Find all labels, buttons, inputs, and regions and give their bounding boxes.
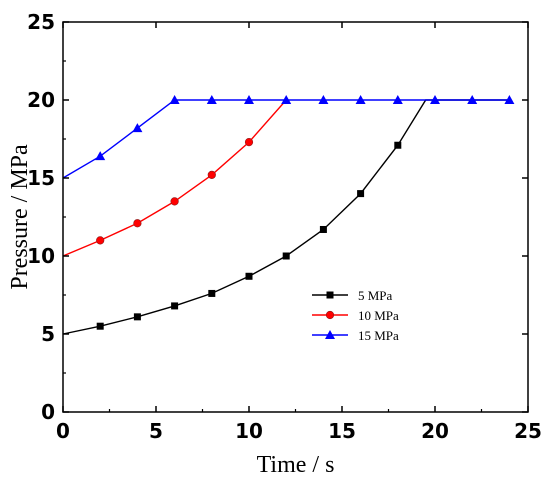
data-point (319, 225, 327, 233)
data-point (133, 313, 141, 321)
series-markers (95, 95, 515, 330)
data-point (467, 95, 478, 104)
data-point (281, 95, 292, 104)
data-point (355, 95, 366, 104)
data-point (170, 197, 179, 206)
legend-label: 15 MPa (358, 328, 399, 343)
data-point (96, 236, 105, 245)
x-axis-title: Time / s (257, 452, 335, 478)
data-point (96, 322, 104, 330)
series-line-1 (62, 99, 287, 257)
data-point (394, 141, 402, 149)
data-point (132, 123, 143, 133)
data-point (392, 95, 403, 104)
data-point (244, 138, 254, 147)
axis-ticks: 0 5 10 15 20 25 0 5 10 15 20 25 (27, 10, 542, 443)
plot-frame (62, 21, 529, 413)
data-point (245, 272, 253, 280)
data-point (206, 95, 217, 104)
legend-marker (325, 330, 335, 339)
legend-marker (326, 291, 334, 299)
y-tick-label: 10 (27, 244, 55, 268)
data-point (430, 95, 440, 104)
data-point (357, 190, 365, 198)
legend-label: 5 MPa (358, 288, 393, 303)
y-tick-label: 25 (27, 10, 55, 34)
y-tick-label: 20 (27, 88, 55, 112)
series-line-0 (62, 99, 510, 335)
data-point (169, 95, 180, 104)
y-tick-label: 5 (41, 322, 55, 346)
data-point (208, 289, 216, 297)
y-axis-title: Pressure / MPa (7, 144, 33, 290)
data-point (318, 95, 329, 104)
data-point (244, 95, 254, 104)
y-tick-label: 15 (27, 166, 55, 190)
legend-marker (325, 310, 335, 320)
series-lines (62, 99, 510, 335)
data-point (282, 252, 290, 260)
x-tick-label: 5 (149, 419, 163, 443)
x-tick-label: 25 (514, 419, 542, 443)
x-tick-label: 10 (235, 419, 263, 443)
x-tick-label: 0 (56, 419, 70, 443)
legend: 5 MPa 10 MPa 15 MPa (312, 288, 399, 343)
data-point (95, 151, 106, 161)
data-point (133, 219, 142, 228)
data-point (504, 95, 515, 104)
series-line-2 (62, 99, 510, 179)
y-tick-label: 0 (41, 400, 55, 424)
x-tick-label: 20 (421, 419, 449, 443)
legend-label: 10 MPa (358, 308, 399, 323)
data-point (171, 302, 179, 310)
x-tick-label: 15 (328, 419, 356, 443)
data-point (207, 170, 216, 179)
